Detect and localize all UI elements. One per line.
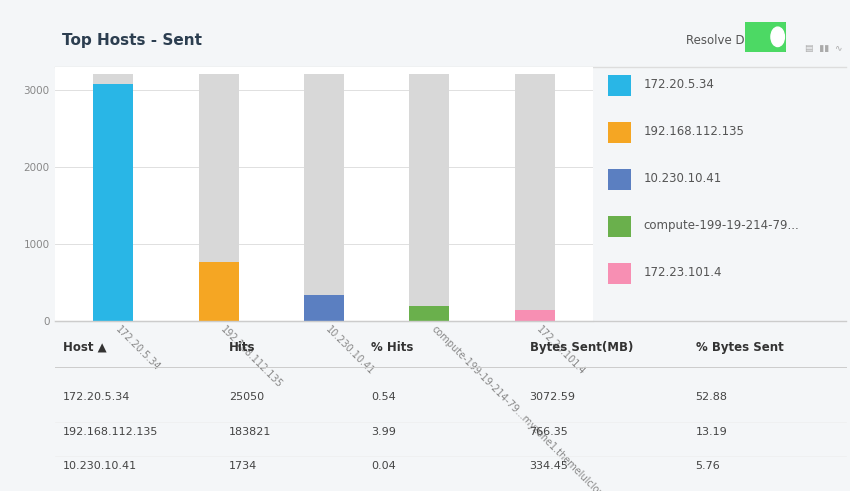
Text: ▤  ▮▮  ∿: ▤ ▮▮ ∿	[805, 44, 842, 53]
Bar	[410, 74, 450, 306]
Bar	[304, 295, 344, 321]
Text: 172.20.5.34: 172.20.5.34	[63, 392, 131, 402]
Text: Bytes Sent(MB): Bytes Sent(MB)	[530, 341, 633, 354]
Text: % Hits: % Hits	[371, 341, 414, 354]
Text: 1734: 1734	[230, 462, 258, 471]
Text: Hits: Hits	[230, 341, 256, 354]
FancyBboxPatch shape	[743, 20, 787, 54]
Bar	[608, 75, 631, 96]
Text: 52.88: 52.88	[695, 392, 728, 402]
Bar	[199, 74, 239, 262]
Text: 192.168.112.135: 192.168.112.135	[63, 427, 159, 436]
Bar	[608, 216, 631, 237]
Text: 172.20.5.34: 172.20.5.34	[643, 78, 714, 91]
Bar	[410, 306, 450, 321]
Text: 172.23.101.4: 172.23.101.4	[643, 266, 722, 279]
Circle shape	[771, 27, 785, 47]
Text: 183821: 183821	[230, 427, 271, 436]
Text: 25050: 25050	[230, 392, 264, 402]
Bar	[608, 169, 631, 190]
Bar	[608, 122, 631, 143]
Bar	[94, 74, 133, 84]
Text: 0.54: 0.54	[371, 392, 396, 402]
Text: Host ▲: Host ▲	[63, 341, 107, 354]
Text: 3.99: 3.99	[371, 427, 396, 436]
Text: Resolve DNS: Resolve DNS	[686, 34, 761, 47]
Text: 5.76: 5.76	[695, 462, 720, 471]
Text: Top Hosts - Sent: Top Hosts - Sent	[61, 33, 201, 48]
Bar	[608, 263, 631, 284]
Text: % Bytes Sent: % Bytes Sent	[695, 341, 784, 354]
Bar	[515, 309, 555, 321]
Text: 0.04: 0.04	[371, 462, 396, 471]
Text: 334.45: 334.45	[530, 462, 569, 471]
Bar	[304, 74, 344, 295]
Text: 10.230.10.41: 10.230.10.41	[643, 172, 722, 185]
Bar	[199, 262, 239, 321]
Bar	[94, 84, 133, 321]
Text: 10.230.10.41: 10.230.10.41	[63, 462, 138, 471]
Text: compute-199-19-214-79...: compute-199-19-214-79...	[643, 219, 799, 232]
Text: 13.19: 13.19	[695, 427, 728, 436]
Text: 3072.59: 3072.59	[530, 392, 575, 402]
Bar	[515, 74, 555, 309]
Text: 192.168.112.135: 192.168.112.135	[643, 125, 745, 138]
Text: 766.35: 766.35	[530, 427, 569, 436]
